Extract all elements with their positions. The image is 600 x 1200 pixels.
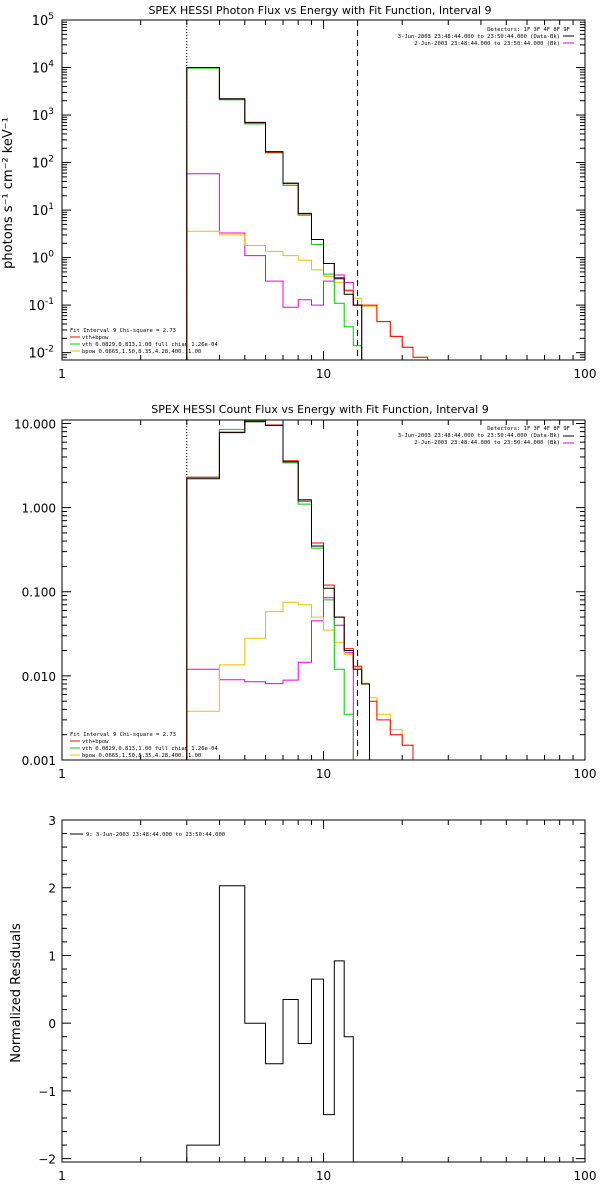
series-group <box>186 885 354 1162</box>
count-flux-legend-detectors: Detectors: 1F 3F 4F 8F 9F <box>487 426 570 432</box>
y-tick-label: −2 <box>38 1153 56 1167</box>
y-tick-label: 101 <box>32 202 54 219</box>
x-tick-label: 10 <box>316 767 331 781</box>
count-flux-panel: SPEX HESSI Count Flux vs Energy with Fit… <box>14 403 596 781</box>
residuals-panel: Normalized Residuals 9: 3-Jun-2003 23:48… <box>9 814 596 1183</box>
photon-flux-fit-bpow: bpow 0.0665,1.50,8.35,4.28,400.,1.00 <box>82 349 201 355</box>
y-tick-label: 10-2 <box>28 345 54 362</box>
series-vth <box>186 420 362 760</box>
residuals-legend-entry: 9: 3-Jun-2003 23:48:44.000 to 23:50:44.0… <box>86 832 225 838</box>
count-flux-title: SPEX HESSI Count Flux vs Energy with Fit… <box>151 403 488 416</box>
residuals-ylabel: Normalized Residuals <box>9 923 24 1063</box>
series-data-bk <box>186 421 370 760</box>
photon-flux-ylabel: photons s⁻¹ cm⁻² keV⁻¹ <box>1 117 16 269</box>
y-tick-label: 2 <box>48 882 56 896</box>
y-tick-label: 1.000 <box>22 502 56 516</box>
count-flux-legend-bk: 2-Jun-2003 23:48:44.000 to 23:50:44.000 … <box>414 440 560 446</box>
photon-flux-legend-detectors: Detectors: 1F 3F 4F 8F 9F <box>487 27 570 33</box>
x-tick-label: 10 <box>316 1169 331 1183</box>
series-data-bk <box>186 67 363 360</box>
y-tick-label: 105 <box>32 12 54 29</box>
photon-flux-panel: SPEX HESSI Photon Flux vs Energy with Fi… <box>1 4 596 381</box>
series-group <box>186 67 429 360</box>
x-tick-label: 1 <box>58 367 66 381</box>
count-flux-fit-vth: vth 0.0829,0.813,1.00 full chian 1.26e-0… <box>82 746 218 752</box>
x-tick-label: 10 <box>316 367 331 381</box>
y-tick-label: 103 <box>32 107 54 124</box>
count-flux-legend-databk: 3-Jun-2003 23:48:44.000 to 23:50:44.000 … <box>398 433 560 439</box>
x-tick-label: 1 <box>58 767 66 781</box>
series-group <box>186 420 428 760</box>
y-tick-label: 10-1 <box>28 297 54 314</box>
y-tick-label: 0 <box>48 1017 56 1031</box>
y-tick-label: 10.000 <box>14 417 56 431</box>
photon-flux-legend-databk: 3-Jun-2003 23:48:44.000 to 23:50:44.000 … <box>398 34 560 40</box>
y-tick-label: 0.001 <box>22 754 56 768</box>
photon-flux-legend-bk: 2-Jun-2003 23:48:44.000 to 23:50:44.000 … <box>414 41 560 47</box>
count-flux-fit-vth-bpow: vth+bpow <box>82 739 109 745</box>
series-bk <box>186 597 354 760</box>
y-tick-label: 0.100 <box>22 586 56 600</box>
y-tick-label: 1 <box>48 949 56 963</box>
count-flux-fit-bpow: bpow 0.0665,1.50,8.35,4.28,400.,1.00 <box>82 753 201 759</box>
y-tick-label: 0.010 <box>22 670 56 684</box>
x-tick-label: 100 <box>574 1169 597 1183</box>
y-tick-label: −1 <box>38 1085 56 1099</box>
photon-flux-title: SPEX HESSI Photon Flux vs Energy with Fi… <box>148 4 491 17</box>
x-tick-label: 1 <box>58 1169 66 1183</box>
y-tick-label: 3 <box>48 814 56 828</box>
series-residuals <box>186 885 354 1162</box>
count-flux-fit-header: Fit Interval 9 Chi-square = 2.73 <box>70 732 176 738</box>
y-tick-label: 102 <box>32 155 54 172</box>
series-bk <box>186 173 363 360</box>
x-tick-label: 100 <box>574 367 597 381</box>
y-tick-label: 100 <box>32 250 55 267</box>
photon-flux-fit-vth: vth 0.0829,0.813,1.00 full chian 1.26e-0… <box>82 342 218 348</box>
photon-flux-fit-header: Fit Interval 9 Chi-square = 2.73 <box>70 328 176 334</box>
x-tick-label: 100 <box>574 767 597 781</box>
y-tick-label: 104 <box>32 60 55 77</box>
photon-flux-fit-vth-bpow: vth+bpow <box>82 335 109 341</box>
